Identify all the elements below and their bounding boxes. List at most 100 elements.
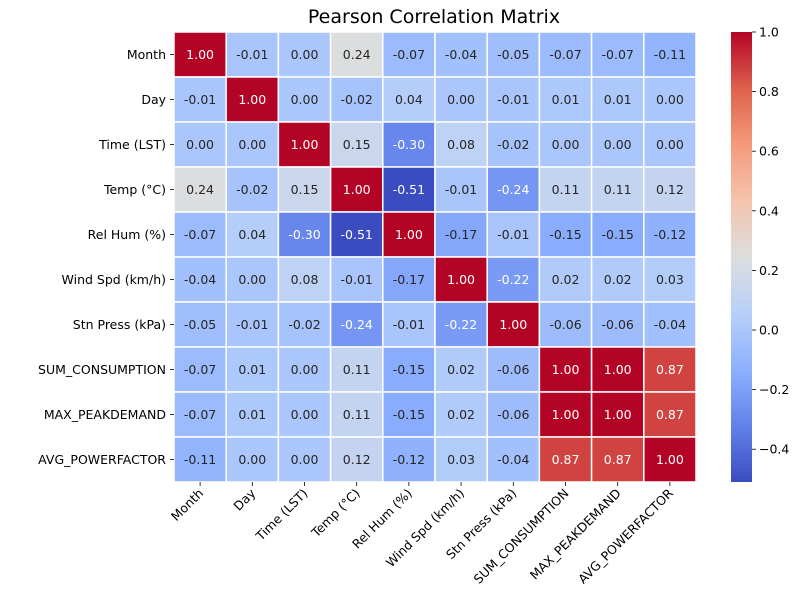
cell-value-label: 0.00 xyxy=(447,92,475,107)
cell-value-label: -0.01 xyxy=(184,92,216,107)
cell-value-label: 1.00 xyxy=(186,47,214,62)
cell-value-label: -0.17 xyxy=(393,272,425,287)
cell-value-label: 0.01 xyxy=(238,362,266,377)
heatmap-cell xyxy=(225,31,280,78)
y-tick-label: SUM_CONSUMPTION xyxy=(38,362,166,377)
cell-value-label: 0.00 xyxy=(291,47,319,62)
y-axis-labels: Month Day Time (LST) Temp (°C) Rel Hum (%) Wi… xyxy=(38,47,174,467)
cell-value-label: -0.01 xyxy=(236,317,268,332)
chart-title: Pearson Correlation Matrix xyxy=(308,6,560,28)
cell-value-label: -0.24 xyxy=(341,317,373,332)
cell-value-label: 0.00 xyxy=(604,137,632,152)
heatmap-cell xyxy=(643,301,697,348)
heatmap-cell xyxy=(382,436,436,483)
cell-value-label: -0.02 xyxy=(341,92,373,107)
cell-value-label: 0.01 xyxy=(552,92,580,107)
cell-value-label: -0.30 xyxy=(288,227,320,242)
heatmap-cell xyxy=(590,121,645,168)
heatmap-cell xyxy=(434,346,488,393)
cell-value-label: 0.08 xyxy=(447,137,475,152)
heatmap-cell xyxy=(434,76,488,123)
heatmap-cells xyxy=(173,31,697,483)
heatmap-cell xyxy=(173,301,227,348)
heatmap-cell xyxy=(538,391,593,438)
y-tick-label: Wind Spd (km/h) xyxy=(62,272,166,287)
heatmap-cell xyxy=(277,256,332,303)
heatmap-cell xyxy=(434,31,488,78)
heatmap-cell xyxy=(329,76,384,123)
cell-value-label: -0.02 xyxy=(497,137,529,152)
cell-value-label: 0.11 xyxy=(552,182,580,197)
heatmap-cell xyxy=(643,346,697,393)
heatmap-cell xyxy=(643,76,697,123)
heatmap-cell xyxy=(486,301,541,348)
y-tick-label: Rel Hum (%) xyxy=(88,227,166,242)
cell-value-label: -0.07 xyxy=(184,227,216,242)
cell-value-label: 0.01 xyxy=(604,92,632,107)
cell-value-label: 0.01 xyxy=(238,407,266,422)
cell-value-label: 1.00 xyxy=(552,362,580,377)
heatmap-cell xyxy=(225,346,280,393)
cell-value-label: -0.05 xyxy=(497,47,529,62)
cell-value-label: 0.11 xyxy=(343,407,371,422)
colorbar-tick-label: 0.2 xyxy=(759,263,779,278)
cell-value-label: -0.11 xyxy=(184,452,216,467)
colorbar: 1.0 0.8 0.6 0.4 0.2 0.0 −0.2 −0.4 xyxy=(731,25,789,482)
cell-value-label: 0.12 xyxy=(343,452,371,467)
cell-value-label: 0.03 xyxy=(447,452,475,467)
colorbar-tick-label: 0.8 xyxy=(759,84,779,99)
cell-value-label: 1.00 xyxy=(395,227,423,242)
colorbar-gradient xyxy=(731,32,752,482)
heatmap-cell xyxy=(590,346,645,393)
heatmap-cell xyxy=(590,256,645,303)
cell-value-label: -0.07 xyxy=(184,407,216,422)
heatmap-cell xyxy=(486,346,541,393)
heatmap-cell xyxy=(173,256,227,303)
cell-value-label: -0.01 xyxy=(393,317,425,332)
cell-value-label: -0.15 xyxy=(549,227,581,242)
cell-value-label: -0.05 xyxy=(184,317,216,332)
cell-value-label: -0.15 xyxy=(393,407,425,422)
cell-value-label: -0.22 xyxy=(497,272,529,287)
cell-value-label: -0.12 xyxy=(393,452,425,467)
heatmap-cell xyxy=(434,166,488,213)
cell-value-label: 0.00 xyxy=(238,272,266,287)
cell-value-label: 0.15 xyxy=(343,137,371,152)
y-tick-label: Time (LST) xyxy=(98,137,166,152)
cell-value-label: 0.00 xyxy=(238,452,266,467)
cell-value-label: 1.00 xyxy=(343,182,371,197)
cell-value-label: -0.51 xyxy=(341,227,373,242)
heatmap-cell xyxy=(590,76,645,123)
y-tick-label: AVG_POWERFACTOR xyxy=(38,452,166,467)
heatmap-cell xyxy=(590,211,645,258)
heatmap-cell xyxy=(434,301,488,348)
cell-value-label: -0.06 xyxy=(549,317,581,332)
y-tick-label: Stn Press (kPa) xyxy=(73,317,166,332)
heatmap-cell xyxy=(643,31,697,78)
x-tick-label: AVG_POWERFACTOR xyxy=(575,485,676,586)
heatmap-cell xyxy=(538,31,593,78)
cell-value-label: 0.00 xyxy=(238,137,266,152)
heatmap-cell xyxy=(643,211,697,258)
x-tick-label: Time (LST) xyxy=(252,486,311,545)
cell-value-label: -0.07 xyxy=(549,47,581,62)
heatmap-cell xyxy=(434,436,488,483)
cell-value-label: -0.02 xyxy=(288,317,320,332)
cell-value-label: 0.11 xyxy=(343,362,371,377)
cell-value-label: -0.04 xyxy=(497,452,529,467)
heatmap-cell xyxy=(486,166,541,213)
cell-value-label: 0.87 xyxy=(656,362,684,377)
cell-value-label: -0.15 xyxy=(393,362,425,377)
cell-value-label: 0.02 xyxy=(604,272,632,287)
y-tick-label: MAX_PEAKDEMAND xyxy=(44,407,166,422)
heatmap-cell xyxy=(486,76,541,123)
cell-value-label: -0.01 xyxy=(341,272,373,287)
heatmap-cell xyxy=(382,346,436,393)
heatmap-cell xyxy=(538,301,593,348)
colorbar-tick-label: 0.4 xyxy=(759,203,779,218)
cell-value-label: 1.00 xyxy=(499,317,527,332)
cell-value-label: -0.04 xyxy=(445,47,477,62)
heatmap-cell xyxy=(277,346,332,393)
cell-value-label: -0.06 xyxy=(497,362,529,377)
cell-value-label: 0.04 xyxy=(238,227,266,242)
